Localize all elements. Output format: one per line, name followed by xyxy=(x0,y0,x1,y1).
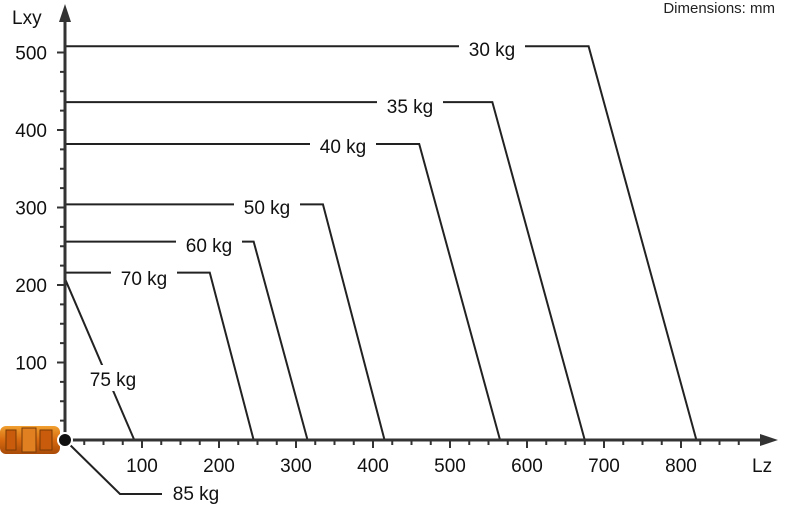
x-tick-label: 100 xyxy=(126,456,158,477)
load-curve-60-kg xyxy=(65,240,309,441)
curve-label-35-kg: 35 kg xyxy=(387,97,433,118)
y-axis-label: Lxy xyxy=(12,8,42,29)
curve-label-50-kg: 50 kg xyxy=(244,198,290,219)
label-bg-35-kg xyxy=(377,92,443,118)
x-tick-label: 800 xyxy=(665,456,697,477)
load-curve-40-kg xyxy=(65,142,502,441)
curve-label-30-kg: 30 kg xyxy=(469,40,515,61)
curve-label-40-kg: 40 kg xyxy=(320,137,366,158)
load-curve-75-kg xyxy=(64,278,136,441)
label-bg-30-kg xyxy=(459,35,525,61)
load-curve-30-kg xyxy=(65,45,698,441)
robot-flange-icon xyxy=(0,426,60,454)
x-tick-label: 400 xyxy=(357,456,389,477)
x-tick-label: 600 xyxy=(511,456,543,477)
y-tick-label: 500 xyxy=(15,44,47,65)
label-bg-60-kg xyxy=(176,231,242,257)
load-curve-70-kg xyxy=(65,271,255,441)
x-tick-label: 300 xyxy=(280,456,312,477)
y-tick-label: 100 xyxy=(15,354,47,375)
y-tick-label: 400 xyxy=(15,121,47,142)
curve-label-60-kg: 60 kg xyxy=(186,236,232,257)
label-bg-50-kg xyxy=(234,193,300,219)
load-curve-35-kg xyxy=(65,101,586,441)
dimensions-note: Dimensions: mm xyxy=(663,0,775,17)
curve-label-85-kg: 85 kg xyxy=(173,484,219,505)
x-axis-arrow-icon xyxy=(760,434,778,446)
label-bg-40-kg xyxy=(310,132,376,158)
curve-label-70-kg: 70 kg xyxy=(121,269,167,290)
label-bg-75-kg xyxy=(80,365,146,391)
x-tick-label: 200 xyxy=(203,456,235,477)
y-tick-label: 300 xyxy=(15,199,47,220)
y-tick-label: 200 xyxy=(15,276,47,297)
y-axis-arrow-icon xyxy=(59,4,71,22)
label-bg-70-kg xyxy=(111,264,177,290)
leader-line-85-kg xyxy=(64,439,162,495)
curve-label-75-kg: 75 kg xyxy=(90,370,136,391)
x-tick-label: 500 xyxy=(434,456,466,477)
load-curve-50-kg xyxy=(65,203,386,441)
x-tick-label: 700 xyxy=(588,456,620,477)
x-axis-label: Lz xyxy=(752,456,772,477)
point-85-kg xyxy=(57,432,73,448)
